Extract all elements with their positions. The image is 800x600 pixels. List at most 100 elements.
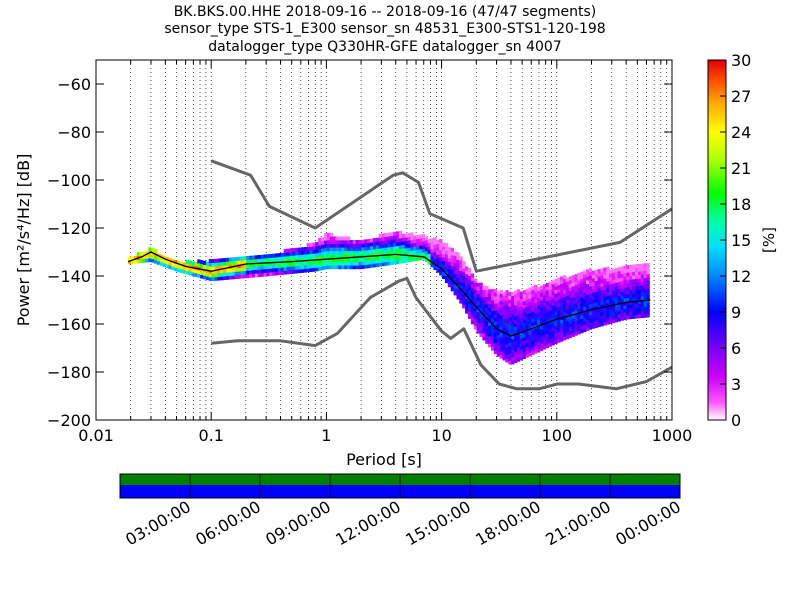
density-cell	[548, 306, 552, 311]
density-cell	[490, 296, 495, 301]
density-cell	[568, 301, 573, 306]
density-cell	[467, 289, 472, 294]
density-cell	[640, 303, 645, 308]
density-cell	[260, 265, 264, 270]
density-cell	[583, 270, 587, 275]
density-cell	[401, 255, 405, 260]
density-cell	[600, 279, 604, 284]
density-cell	[467, 311, 472, 316]
colorbar-tick-label: 27	[731, 87, 751, 106]
density-cell	[606, 277, 610, 282]
density-cell	[511, 346, 515, 351]
density-cell	[609, 298, 613, 303]
density-cell	[453, 273, 457, 278]
density-cell	[479, 311, 483, 316]
density-cell	[499, 289, 503, 294]
density-cell	[534, 338, 538, 343]
density-cell	[295, 247, 299, 252]
density-cell	[352, 265, 357, 270]
density-cell	[614, 296, 619, 301]
density-cell	[456, 291, 460, 296]
density-cell	[404, 247, 408, 252]
density-cell	[197, 270, 201, 275]
density-cell	[565, 284, 570, 289]
density-cell	[508, 302, 512, 307]
density-cell	[545, 308, 549, 313]
density-cell	[514, 312, 518, 317]
density-cell	[372, 245, 377, 250]
density-cell	[390, 246, 394, 251]
density-cell	[421, 237, 426, 242]
density-cell	[485, 285, 489, 290]
density-cell	[514, 294, 518, 299]
density-cell	[191, 272, 195, 277]
density-cell	[534, 302, 538, 307]
density-cell	[623, 272, 627, 277]
density-cell	[577, 290, 581, 295]
density-cell	[557, 338, 561, 343]
density-cell	[634, 296, 639, 301]
density-cell	[416, 238, 420, 243]
density-cell	[404, 233, 408, 238]
density-cell	[600, 297, 604, 302]
density-cell	[511, 335, 515, 340]
density-cell	[269, 264, 273, 269]
density-cell	[514, 290, 518, 295]
density-cell	[286, 263, 290, 268]
density-cell	[467, 293, 472, 298]
density-cell	[646, 291, 650, 296]
density-cell	[603, 278, 607, 283]
density-cell	[395, 260, 400, 265]
density-cell	[390, 235, 394, 240]
density-cell	[349, 254, 354, 259]
density-cell	[508, 327, 512, 332]
density-cell	[611, 290, 616, 295]
density-cell	[465, 309, 469, 314]
density-cell	[341, 243, 345, 248]
density-cell	[623, 290, 627, 295]
density-cell	[447, 283, 452, 288]
density-cell	[516, 307, 521, 312]
density-cell	[470, 284, 475, 289]
density-cell	[531, 314, 535, 319]
density-cell	[395, 249, 400, 254]
density-cell	[485, 339, 489, 344]
density-cell	[537, 344, 541, 349]
density-cell	[580, 304, 584, 309]
density-cell	[303, 257, 308, 262]
density-cell	[586, 269, 590, 274]
density-cell	[574, 306, 578, 311]
density-cell	[637, 292, 642, 297]
density-cell	[629, 286, 633, 291]
density-cell	[617, 292, 621, 297]
density-cell	[562, 318, 567, 323]
density-cell	[378, 244, 382, 249]
density-cell	[436, 261, 440, 266]
density-cell	[493, 306, 498, 311]
density-cell	[323, 254, 328, 259]
density-cell	[401, 233, 405, 238]
density-cell	[597, 305, 601, 310]
density-cell	[488, 318, 492, 323]
density-cell	[568, 326, 573, 331]
density-cell	[404, 251, 408, 256]
density-cell	[588, 304, 593, 309]
density-cell	[580, 318, 584, 323]
density-cell	[413, 242, 417, 247]
density-cell	[159, 261, 164, 266]
density-cell	[459, 299, 463, 304]
density-cell	[562, 332, 567, 337]
density-cell	[502, 349, 506, 354]
density-cell	[493, 317, 498, 322]
density-cell	[387, 239, 391, 244]
density-cell	[629, 275, 633, 280]
density-cell	[453, 291, 457, 296]
density-cell	[211, 273, 215, 278]
density-cell	[565, 317, 570, 322]
y-tick-label: −140	[47, 267, 91, 286]
density-cell	[424, 243, 429, 248]
density-cell	[548, 292, 552, 297]
density-cell	[614, 289, 619, 294]
density-cell	[571, 304, 575, 309]
density-cell	[395, 256, 400, 261]
